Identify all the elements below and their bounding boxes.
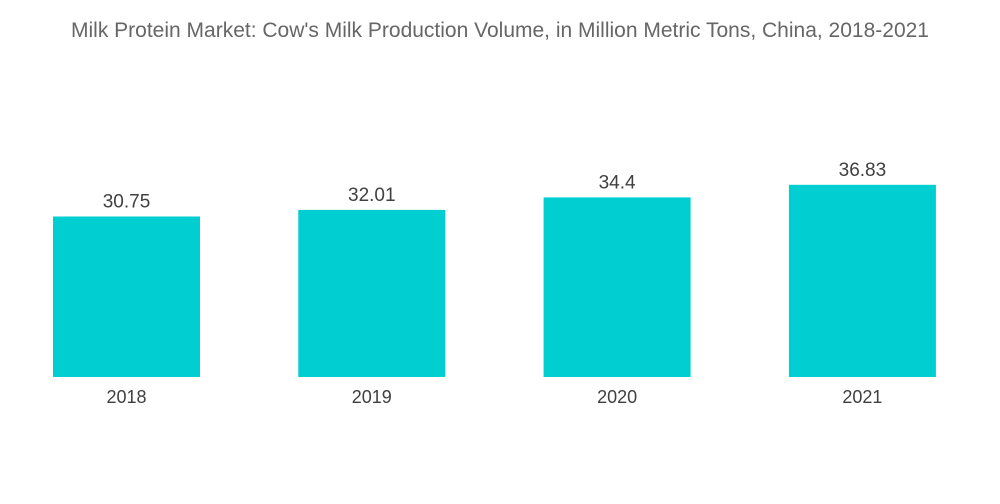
bar-2021: [788, 184, 936, 377]
bar-2019: [298, 209, 446, 377]
bar-2018: [53, 216, 200, 377]
bar-2020: [543, 197, 691, 377]
chart-title: Milk Protein Market: Cow's Milk Producti…: [71, 19, 929, 42]
value-labels-group: 30.75 32.01 34.4 36.83: [103, 160, 886, 213]
x-tick-labels-group: 2018 2019 2020 2021: [106, 387, 882, 407]
x-tick-label-2019: 2019: [352, 387, 392, 407]
value-label-2020: 34.4: [599, 172, 636, 193]
value-label-2021: 36.83: [839, 160, 887, 181]
value-label-2018: 30.75: [103, 192, 151, 213]
bars-group: [53, 184, 936, 377]
x-tick-label-2021: 2021: [842, 387, 882, 407]
value-label-2019: 32.01: [348, 185, 396, 206]
x-tick-label-2020: 2020: [597, 387, 637, 407]
x-tick-label-2018: 2018: [106, 387, 146, 407]
